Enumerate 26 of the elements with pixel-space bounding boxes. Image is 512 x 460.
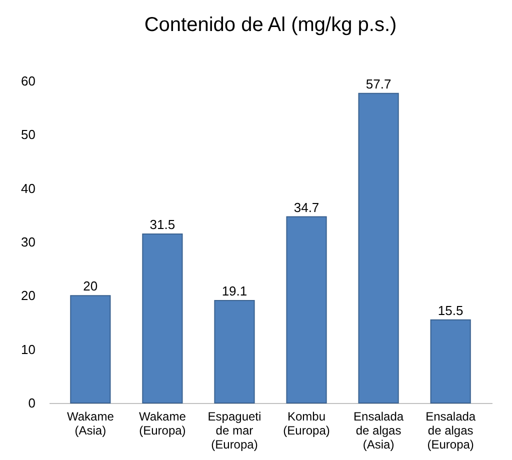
y-tick-label: 30 <box>21 234 36 250</box>
chart-title: Contenido de Al (mg/kg p.s.) <box>144 14 397 36</box>
y-tick-label: 10 <box>21 342 36 357</box>
x-tick-label: Wakame (Europa) <box>139 410 186 438</box>
x-tick-label: Wakame (Asia) <box>66 410 114 438</box>
bar <box>430 319 471 404</box>
bar <box>70 295 111 404</box>
x-tick-label: Espagueti de mar (Europa) <box>208 410 262 452</box>
data-label: 57.7 <box>366 76 392 92</box>
bar <box>286 216 327 404</box>
bar <box>358 92 399 404</box>
y-tick-label: 50 <box>21 127 36 142</box>
y-tick-label: 20 <box>21 288 36 304</box>
y-tick-label: 60 <box>21 74 36 88</box>
bar <box>214 300 255 404</box>
data-label: 19.1 <box>222 283 248 298</box>
data-label: 15.5 <box>438 302 464 318</box>
data-label: 20 <box>83 278 98 294</box>
y-tick-label: 0 <box>28 396 36 410</box>
x-tick-label: Kombu (Europa) <box>283 410 330 438</box>
x-tick-label: Ensalada de algas (Europa) <box>426 410 476 452</box>
bar <box>142 233 183 404</box>
data-label: 31.5 <box>150 216 176 232</box>
data-label: 34.7 <box>294 200 320 215</box>
x-tick-label: Ensalada de algas (Asia) <box>354 410 404 452</box>
y-tick-label: 40 <box>21 180 36 196</box>
